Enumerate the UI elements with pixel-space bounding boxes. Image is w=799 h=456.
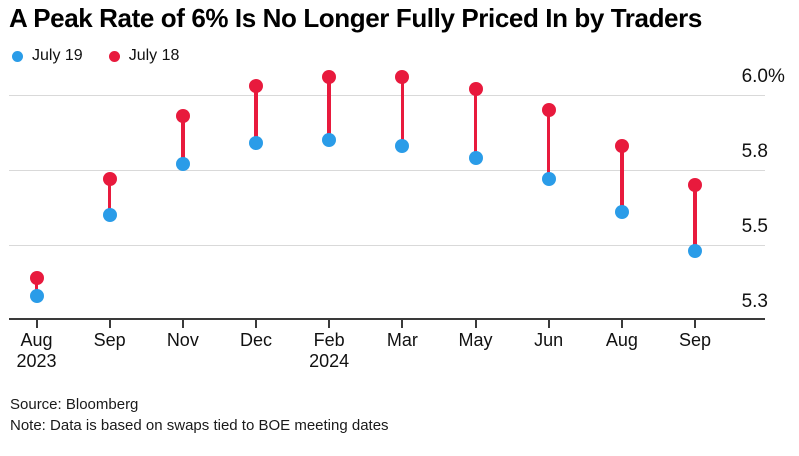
y-tick-number: 6.0 (741, 66, 768, 87)
x-tick-sublabel: 2024 (309, 351, 350, 371)
x-tick (547, 320, 550, 328)
july-18-dot (102, 172, 117, 186)
y-grid-line (9, 94, 765, 96)
x-tick (620, 320, 623, 328)
y-grid-line (9, 169, 765, 171)
july-18-dot (614, 139, 629, 153)
x-tick-label: Aug (605, 330, 638, 350)
july-18-dot (249, 79, 263, 93)
july-18-dot (688, 178, 703, 192)
july-19-dot (614, 205, 629, 219)
x-tick (328, 320, 331, 328)
july-19-dot (29, 289, 44, 303)
x-tick-label: Dec (239, 330, 272, 350)
x-tick-label: May (458, 330, 493, 350)
x-tick (401, 320, 404, 328)
x-tick (181, 320, 184, 328)
connector-line (34, 278, 39, 296)
july-18-dot (468, 82, 483, 96)
july-19-dot (688, 244, 703, 258)
x-tick (474, 320, 477, 328)
connector-line (327, 77, 331, 140)
y-tick-label: 5.8 (698, 141, 768, 162)
connector-line (181, 116, 185, 164)
chart-title: A Peak Rate of 6% Is No Longer Fully Pri… (9, 3, 702, 33)
x-tick (255, 320, 257, 328)
july-19-dot (102, 208, 117, 222)
connector-line (546, 110, 551, 179)
connector-line (107, 179, 112, 215)
x-tick-label: Sep (679, 330, 712, 350)
x-tick-sublabel: 2023 (16, 351, 57, 371)
x-axis-line (9, 318, 765, 320)
july-18-dot (29, 271, 44, 285)
y-tick-number: 5.3 (741, 291, 768, 312)
july-19-dot (175, 157, 190, 171)
y-tick-number: 5.8 (741, 141, 768, 162)
x-tick-label: Jun (534, 330, 564, 350)
x-tick (108, 320, 111, 328)
y-tick-suffix: % (768, 66, 785, 87)
y-grid-line (9, 244, 765, 246)
july-18-dot (395, 70, 410, 84)
legend-item-july-19: July 19 (12, 47, 83, 65)
connector-line (254, 86, 258, 143)
legend: July 19 July 18 (12, 47, 179, 65)
connector-line (693, 185, 697, 251)
note-text: Note: Data is based on swaps tied to BOE… (10, 417, 389, 434)
x-tick-label: Feb (313, 330, 345, 350)
connector-line (620, 146, 624, 212)
connector-line (473, 89, 478, 158)
july-19-dot (541, 172, 556, 186)
source-text: Source: Bloomberg (10, 396, 139, 413)
july-19-legend-dot-icon (12, 50, 23, 62)
july-19-dot (395, 139, 410, 153)
connector-line (400, 77, 405, 146)
legend-label-july-19: July 19 (32, 47, 83, 64)
y-tick-label: 5.5 (698, 216, 768, 237)
july-19-dot (249, 136, 263, 150)
legend-label-july-18: July 18 (128, 47, 180, 64)
x-tick-label: Mar (386, 330, 418, 350)
x-tick-label: Aug (20, 330, 53, 350)
y-tick-label: 5.3 (698, 291, 768, 312)
x-tick-label: Nov (166, 330, 199, 350)
july-19-dot (468, 151, 483, 165)
x-tick-label: Sep (93, 330, 126, 350)
x-tick (694, 320, 697, 328)
y-tick-label: 6.0% (698, 66, 785, 87)
july-18-dot (175, 109, 190, 123)
july-18-dot (322, 70, 337, 84)
july-18-dot (541, 103, 556, 117)
y-tick-number: 5.5 (741, 216, 768, 237)
footer: Source: Bloomberg Note: Data is based on… (10, 394, 389, 436)
july-19-dot (322, 133, 337, 147)
legend-item-july-18: July 18 (108, 47, 180, 65)
july-18-legend-dot-icon (108, 50, 120, 62)
x-tick (35, 320, 38, 328)
